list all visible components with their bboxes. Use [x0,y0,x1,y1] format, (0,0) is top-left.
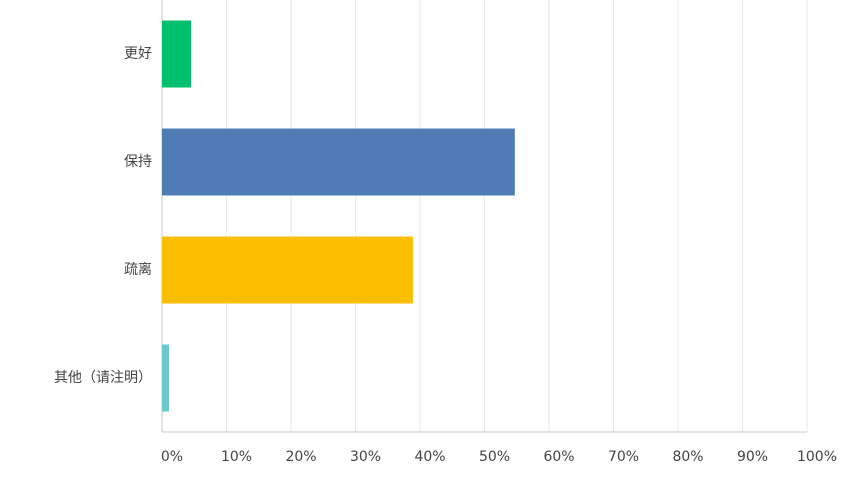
y-tick-label: 保持 [124,154,152,170]
y-tick-label: 其他（请注明） [54,370,152,386]
x-tick-label: 10% [221,449,252,465]
y-tick-label: 疏离 [124,261,152,278]
x-tick-label: 50% [479,449,510,465]
x-tick-label: 100% [797,449,837,465]
bar [162,344,170,412]
x-tick-label: 0% [161,449,183,465]
x-tick-label: 70% [608,449,639,465]
bar [162,128,515,196]
x-tick-label: 30% [350,449,381,465]
x-tick-label: 80% [672,449,703,465]
x-tick-label: 40% [414,449,445,465]
bar [162,236,413,304]
x-tick-label: 90% [737,449,768,465]
bar [162,20,192,88]
x-tick-label: 60% [543,449,574,465]
x-tick-label: 20% [285,449,316,465]
y-tick-label: 更好 [124,46,152,62]
